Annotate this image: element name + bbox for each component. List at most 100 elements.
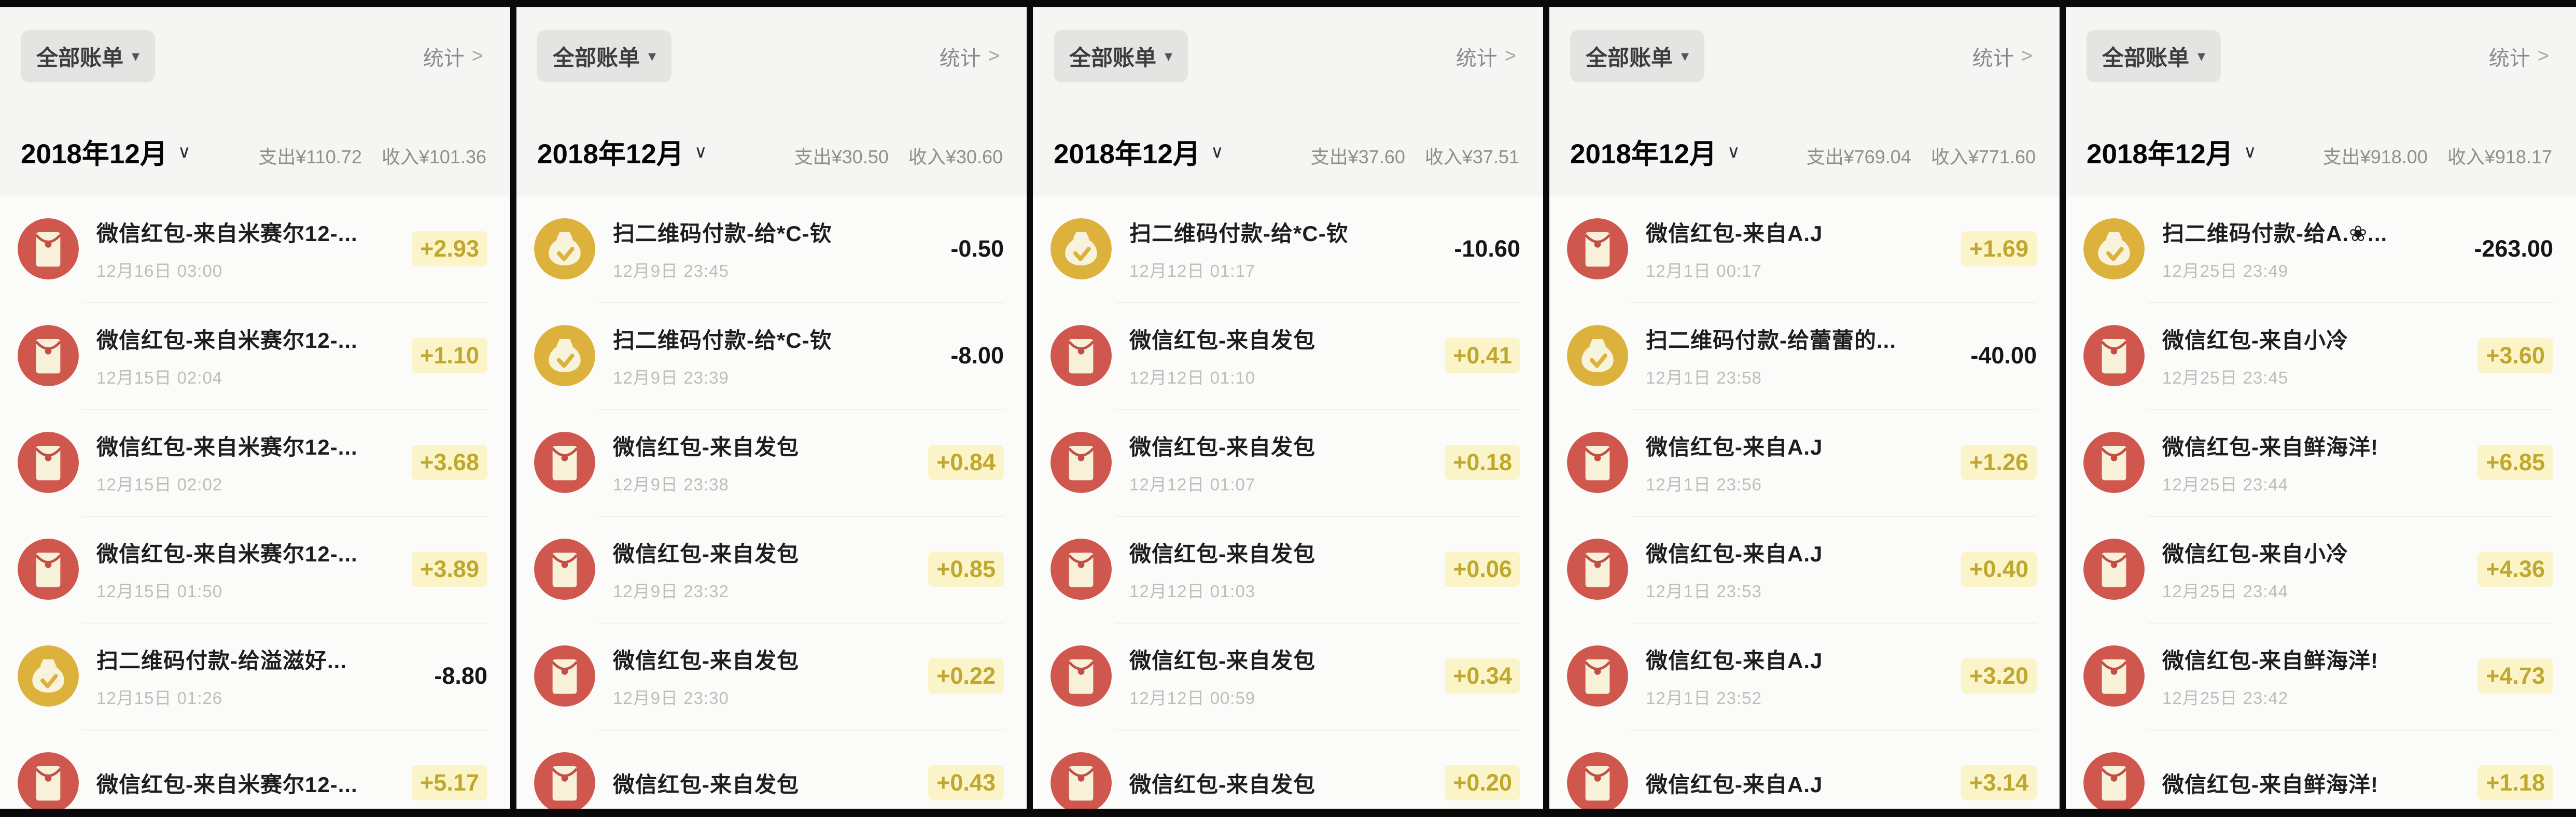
transaction-row[interactable]: 微信红包-来自A.J 12月1日 23:53 +0.40	[1549, 516, 2060, 623]
transaction-row[interactable]: 扫二维码付款-给*C-钦 12月12日 01:17 -10.60	[1033, 195, 1543, 302]
transaction-row[interactable]: 微信红包-来自鲜海洋! +1.18	[2066, 729, 2576, 809]
month-selector[interactable]: 2018年12月 ∨	[1054, 132, 1224, 172]
transaction-amount: +2.93	[412, 231, 487, 266]
transaction-list: 扫二维码付款-给A.❀... 12月25日 23:49 -263.00 微信红包-来自…	[2066, 195, 2576, 809]
bill-panel-2: 全部账单 ▾ 统计 >2018年12月 ∨ 支出¥30.50 收入¥30.60 扫二维码付款-…	[516, 7, 1027, 809]
month-selector[interactable]: 2018年12月 ∨	[2087, 132, 2257, 172]
bill-panels: 全部账单 ▾ 统计 >2018年12月 ∨ 支出¥110.72 收入¥101.36 微信红包-…	[0, 7, 2576, 809]
caret-down-icon: ▾	[1681, 48, 1689, 65]
transaction-row[interactable]: 微信红包-来自发包 12月12日 01:10 +0.41	[1033, 302, 1543, 409]
transaction-info: 微信红包-来自A.J 12月1日 00:17	[1646, 216, 1952, 282]
transaction-row[interactable]: 微信红包-来自米赛尔12-... +5.17	[0, 729, 510, 809]
transaction-row[interactable]: 微信红包-来自发包 12月9日 23:38 +0.84	[516, 409, 1027, 516]
month-selector[interactable]: 2018年12月 ∨	[1570, 132, 1740, 172]
chevron-down-icon: ∨	[177, 142, 191, 162]
transaction-row[interactable]: 微信红包-来自发包 12月12日 01:03 +0.06	[1033, 516, 1543, 623]
transaction-row[interactable]: 微信红包-来自A.J +3.14	[1549, 729, 2060, 809]
expense-total: 支出¥769.04	[1806, 146, 1911, 167]
filter-label: 全部账单	[1586, 46, 1673, 70]
transaction-info: 扫二维码付款-给A.❀... 12月25日 23:49	[2162, 216, 2465, 282]
month-totals: 支出¥37.60 收入¥37.51	[1311, 142, 1519, 169]
statistics-link[interactable]: 统计 >	[2486, 41, 2552, 72]
transaction-row[interactable]: 微信红包-来自A.J 12月1日 23:56 +1.26	[1549, 409, 2060, 516]
filter-all-bills-dropdown[interactable]: 全部账单 ▾	[2087, 30, 2221, 82]
transaction-row[interactable]: 微信红包-来自发包 12月9日 23:32 +0.85	[516, 516, 1027, 623]
chevron-down-icon: ∨	[1210, 142, 1224, 162]
transaction-amount: +3.20	[1961, 658, 2037, 694]
transaction-info: 微信红包-来自发包	[613, 767, 919, 799]
transaction-row[interactable]: 微信红包-来自发包 +0.43	[516, 729, 1027, 809]
transaction-row[interactable]: 微信红包-来自米赛尔12-... 12月15日 02:04 +1.10	[0, 302, 510, 409]
transaction-row[interactable]: 微信红包-来自鲜海洋! 12月25日 23:44 +6.85	[2066, 409, 2576, 516]
transaction-date: 12月12日 00:59	[1129, 688, 1256, 708]
transaction-amount: +4.73	[2477, 658, 2553, 694]
transaction-info: 微信红包-来自发包 12月12日 01:07	[1129, 430, 1435, 496]
filter-all-bills-dropdown[interactable]: 全部账单 ▾	[21, 30, 156, 82]
statistics-label: 统计	[1455, 47, 1497, 70]
transaction-date: 12月1日 23:52	[1646, 688, 1762, 708]
income-total: 收入¥37.51	[1424, 146, 1519, 167]
transaction-amount: +3.89	[412, 552, 487, 587]
transaction-row[interactable]: 扫二维码付款-给溢滋好... 12月15日 01:26 -8.80	[0, 623, 510, 729]
chevron-down-icon: ∨	[1727, 142, 1740, 162]
red-envelope-icon	[18, 325, 79, 386]
expense-total: 支出¥37.60	[1310, 146, 1405, 167]
transaction-row[interactable]: 微信红包-来自米赛尔12-... 12月16日 03:00 +2.93	[0, 195, 510, 302]
transaction-info: 微信红包-来自米赛尔12-... 12月15日 02:02	[96, 430, 402, 496]
statistics-link[interactable]: 统计 >	[420, 41, 486, 72]
transaction-row[interactable]: 微信红包-来自米赛尔12-... 12月15日 02:02 +3.68	[0, 409, 510, 516]
statistics-link[interactable]: 统计 >	[1969, 41, 2036, 72]
transaction-row[interactable]: 微信红包-来自发包 12月9日 23:30 +0.22	[516, 623, 1027, 729]
transaction-date: 12月25日 23:42	[2162, 688, 2289, 708]
filter-all-bills-dropdown[interactable]: 全部账单 ▾	[1054, 30, 1188, 82]
transaction-info: 微信红包-来自发包 12月12日 01:10	[1129, 323, 1435, 389]
panel-header: 全部账单 ▾ 统计 >	[2066, 7, 2576, 82]
panel-header: 全部账单 ▾ 统计 >	[1033, 7, 1543, 82]
transaction-title: 微信红包-来自发包	[1129, 434, 1315, 459]
transaction-title: 微信红包-来自小冷	[2162, 328, 2348, 353]
caret-down-icon: ▾	[648, 48, 656, 65]
statistics-link[interactable]: 统计 >	[1453, 41, 1519, 72]
income-total: 收入¥918.17	[2447, 146, 2552, 167]
transaction-row[interactable]: 微信红包-来自A.J 12月1日 23:52 +3.20	[1549, 623, 2060, 729]
transaction-amount: +4.36	[2477, 552, 2553, 587]
transaction-row[interactable]: 扫二维码付款-给*C-钦 12月9日 23:45 -0.50	[516, 195, 1027, 302]
red-envelope-icon	[1567, 218, 1628, 279]
transaction-row[interactable]: 微信红包-来自发包 +0.20	[1033, 729, 1543, 809]
transaction-title: 微信红包-来自发包	[1129, 541, 1315, 566]
transaction-row[interactable]: 扫二维码付款-给A.❀... 12月25日 23:49 -263.00	[2066, 195, 2576, 302]
month-label: 2018年12月	[21, 139, 167, 170]
transaction-date: 12月15日 01:50	[96, 581, 223, 601]
transaction-info: 扫二维码付款-给溢滋好... 12月15日 01:26	[96, 643, 425, 709]
transaction-title: 微信红包-来自米赛尔12-...	[96, 328, 358, 353]
month-selector[interactable]: 2018年12月 ∨	[537, 132, 707, 172]
transaction-info: 微信红包-来自发包 12月9日 23:32	[613, 537, 919, 602]
money-bag-icon	[534, 325, 595, 386]
money-bag-icon	[534, 218, 595, 279]
chevron-right-icon: >	[471, 45, 483, 67]
chevron-right-icon: >	[988, 45, 1000, 67]
transaction-title: 微信红包-来自A.J	[1646, 772, 1823, 797]
transaction-row[interactable]: 微信红包-来自小冷 12月25日 23:45 +3.60	[2066, 302, 2576, 409]
transaction-row[interactable]: 微信红包-来自米赛尔12-... 12月15日 01:50 +3.89	[0, 516, 510, 623]
transaction-row[interactable]: 微信红包-来自发包 12月12日 00:59 +0.34	[1033, 623, 1543, 729]
red-envelope-icon	[2083, 752, 2145, 809]
filter-all-bills-dropdown[interactable]: 全部账单 ▾	[1570, 30, 1705, 82]
transaction-row[interactable]: 微信红包-来自A.J 12月1日 00:17 +1.69	[1549, 195, 2060, 302]
red-envelope-icon	[1567, 539, 1628, 600]
transaction-row[interactable]: 微信红包-来自发包 12月12日 01:07 +0.18	[1033, 409, 1543, 516]
month-totals: 支出¥769.04 收入¥771.60	[1807, 142, 2036, 169]
transaction-amount: +1.18	[2477, 765, 2553, 800]
transaction-row[interactable]: 微信红包-来自小冷 12月25日 23:44 +4.36	[2066, 516, 2576, 623]
statistics-link[interactable]: 统计 >	[936, 41, 1003, 72]
transaction-row[interactable]: 微信红包-来自鲜海洋! 12月25日 23:42 +4.73	[2066, 623, 2576, 729]
transaction-amount: +6.85	[2477, 445, 2553, 480]
transaction-row[interactable]: 扫二维码付款-给蕾蕾的... 12月1日 23:58 -40.00	[1549, 302, 2060, 409]
filter-all-bills-dropdown[interactable]: 全部账单 ▾	[537, 30, 672, 82]
month-selector[interactable]: 2018年12月 ∨	[21, 132, 191, 172]
bill-panel-4: 全部账单 ▾ 统计 > 2018年12月 ∨ 支出¥769.04 收入¥771.60 微信红包-…	[1549, 7, 2060, 809]
transaction-row[interactable]: 扫二维码付款-给*C-钦 12月9日 23:39 -8.00	[516, 302, 1027, 409]
transaction-list: 扫二维码付款-给*C-钦 12月9日 23:45 -0.50 扫二维码付款-给*C-钦…	[516, 195, 1027, 809]
month-label: 2018年12月	[537, 139, 684, 170]
